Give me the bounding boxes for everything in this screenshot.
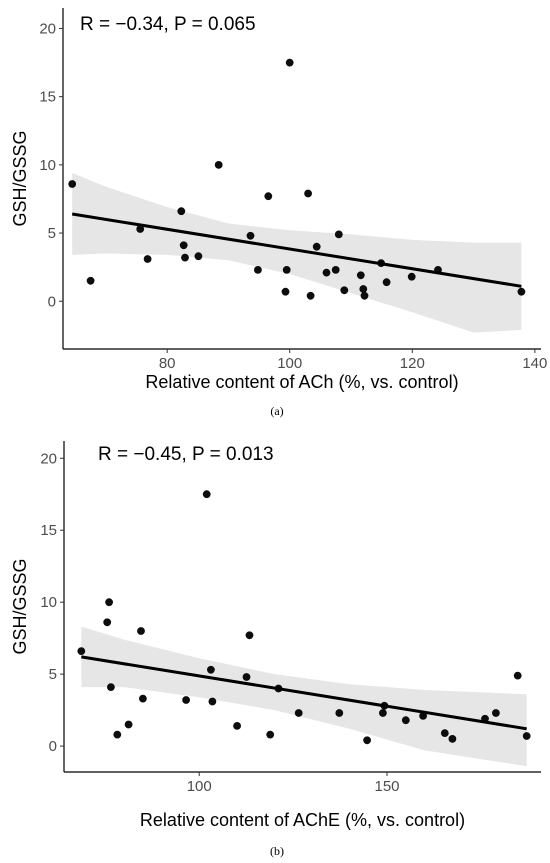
data-point	[181, 253, 189, 262]
data-point	[242, 673, 251, 681]
data-point	[139, 694, 147, 703]
data-point	[177, 207, 186, 216]
data-point	[312, 242, 321, 251]
data-point	[401, 716, 410, 725]
data-point	[245, 631, 254, 640]
data-point	[254, 266, 262, 274]
data-point	[137, 627, 145, 635]
data-point	[356, 271, 365, 280]
data-point	[306, 291, 315, 300]
data-point	[285, 58, 294, 67]
data-point	[513, 671, 522, 680]
data-point	[214, 161, 223, 169]
regression-line	[81, 655, 527, 731]
data-point	[179, 241, 188, 250]
data-point	[334, 230, 343, 239]
data-point	[233, 722, 242, 730]
data-point	[359, 285, 368, 293]
x-tick-label: 100	[277, 355, 302, 372]
y-tick-label: 20	[39, 20, 56, 37]
y-axis-title: GSH/GSSG	[10, 558, 30, 654]
confidence-band	[81, 626, 527, 767]
x-tick-label: 140	[522, 355, 547, 372]
data-point	[77, 647, 86, 655]
y-tick-label: 0	[48, 293, 56, 310]
data-point	[331, 266, 340, 274]
panel-a: (a) 0 5 10 15 20 80 100 120 140 Relative content …	[10, 8, 547, 418]
data-point	[124, 720, 133, 729]
data-point	[322, 268, 331, 277]
data-point	[266, 730, 275, 739]
data-point	[86, 276, 95, 285]
data-point	[522, 732, 531, 740]
data-point	[281, 287, 290, 296]
data-point	[107, 683, 115, 691]
data-point	[304, 189, 312, 198]
data-point	[208, 697, 217, 706]
y-tick-label: 10	[39, 157, 56, 174]
y-tick-label: 0	[49, 738, 57, 755]
regression-line	[71, 212, 522, 288]
y-tick-label: 15	[39, 89, 56, 106]
data-point	[143, 255, 152, 263]
confidence-band	[72, 173, 522, 333]
data-point	[202, 490, 211, 499]
data-point	[360, 291, 369, 300]
y-tick-label: 10	[40, 594, 57, 611]
panel-b: (b) 0 5 10 15 20 100 150 Relative content of AC…	[10, 441, 541, 858]
data-point	[194, 252, 203, 261]
y-axis-title: GSH/GSSG	[10, 130, 30, 226]
data-point	[182, 696, 191, 704]
data-point	[407, 272, 416, 281]
stats-annotation: R = −0.34, P = 0.065	[80, 14, 256, 35]
y-tick-label: 5	[49, 666, 57, 683]
data-point	[246, 231, 255, 240]
x-tick-label: 80	[159, 355, 176, 372]
data-point	[363, 736, 371, 745]
data-point	[517, 287, 526, 296]
x-tick-label: 100	[187, 778, 212, 795]
y-tick-label: 15	[40, 522, 57, 539]
data-point	[294, 709, 303, 717]
y-tick-label: 5	[48, 225, 56, 242]
data-point	[382, 278, 391, 287]
data-point	[207, 665, 215, 674]
data-point	[335, 709, 344, 717]
data-point	[440, 729, 449, 737]
data-point	[340, 286, 349, 295]
stats-annotation: R = −0.45, P = 0.013	[98, 444, 274, 465]
data-point	[113, 730, 122, 739]
data-point	[264, 192, 273, 201]
data-point	[136, 225, 145, 233]
data-point	[492, 709, 500, 717]
panel-a-label: (a)	[270, 404, 283, 418]
data-point	[68, 180, 77, 188]
data-point	[419, 712, 427, 720]
data-point	[282, 266, 291, 274]
data-point	[103, 618, 112, 627]
x-tick-label: 120	[400, 355, 425, 372]
panel-b-label: (b)	[270, 844, 284, 858]
data-point	[105, 598, 113, 607]
data-point	[448, 735, 457, 743]
x-tick-label: 150	[374, 778, 399, 795]
x-axis-title: Relative content of AChE (%, vs. control…	[140, 810, 465, 830]
data-point	[379, 709, 387, 717]
y-tick-label: 20	[40, 450, 57, 467]
x-axis-title: Relative content of ACh (%, vs. control)	[145, 372, 458, 392]
